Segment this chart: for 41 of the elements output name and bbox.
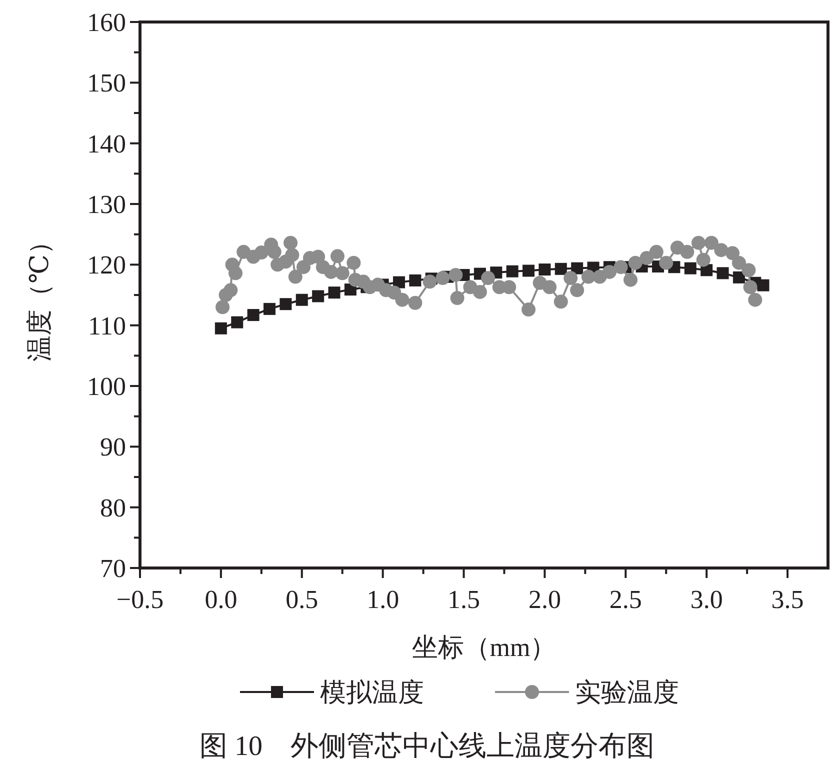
x-tick-label: 0.5 xyxy=(286,585,318,614)
point xyxy=(214,322,227,334)
point xyxy=(328,286,340,299)
y-tick-label: 100 xyxy=(87,372,126,401)
x-tick-label: 2.5 xyxy=(609,585,642,614)
point xyxy=(231,316,244,328)
x-tick-label: 3.5 xyxy=(771,585,804,614)
x-tick-label: −0.5 xyxy=(116,585,164,614)
y-tick-label: 150 xyxy=(87,68,126,98)
x-tick-label: 3.0 xyxy=(690,585,723,614)
y-axis-title: 温度（℃） xyxy=(25,228,54,362)
x-tick-label: 1.5 xyxy=(448,585,480,614)
y-tick-label: 140 xyxy=(87,129,126,158)
y-tick-label: 130 xyxy=(87,190,126,219)
point xyxy=(538,264,551,276)
point xyxy=(280,298,292,310)
point xyxy=(684,262,696,274)
y-tick-label: 80 xyxy=(100,493,126,522)
point xyxy=(757,279,770,292)
x-tick-label: 0.0 xyxy=(204,585,238,614)
y-tick-label: 160 xyxy=(87,8,126,37)
x-tick-label: 2.0 xyxy=(528,585,561,614)
point xyxy=(522,264,535,277)
y-tick-label: 110 xyxy=(88,311,126,340)
y-tick-label: 70 xyxy=(100,554,126,583)
legend-label: 实验温度 xyxy=(575,678,679,707)
x-tick-label: 1.0 xyxy=(366,585,400,614)
point xyxy=(506,265,518,278)
y-tick-label: 120 xyxy=(87,250,126,280)
caption: 图 10 外侧管芯中心线上温度分布图 xyxy=(200,731,654,762)
point xyxy=(716,267,729,280)
point xyxy=(554,262,567,275)
point xyxy=(296,294,308,306)
point xyxy=(312,290,324,302)
point xyxy=(264,302,276,315)
legend-label: 模拟温度 xyxy=(320,678,424,707)
y-tick-label: 90 xyxy=(100,432,126,462)
point xyxy=(247,309,260,322)
point xyxy=(409,274,422,286)
x-axis-title: 坐标（mm） xyxy=(412,633,556,662)
point xyxy=(732,271,745,284)
